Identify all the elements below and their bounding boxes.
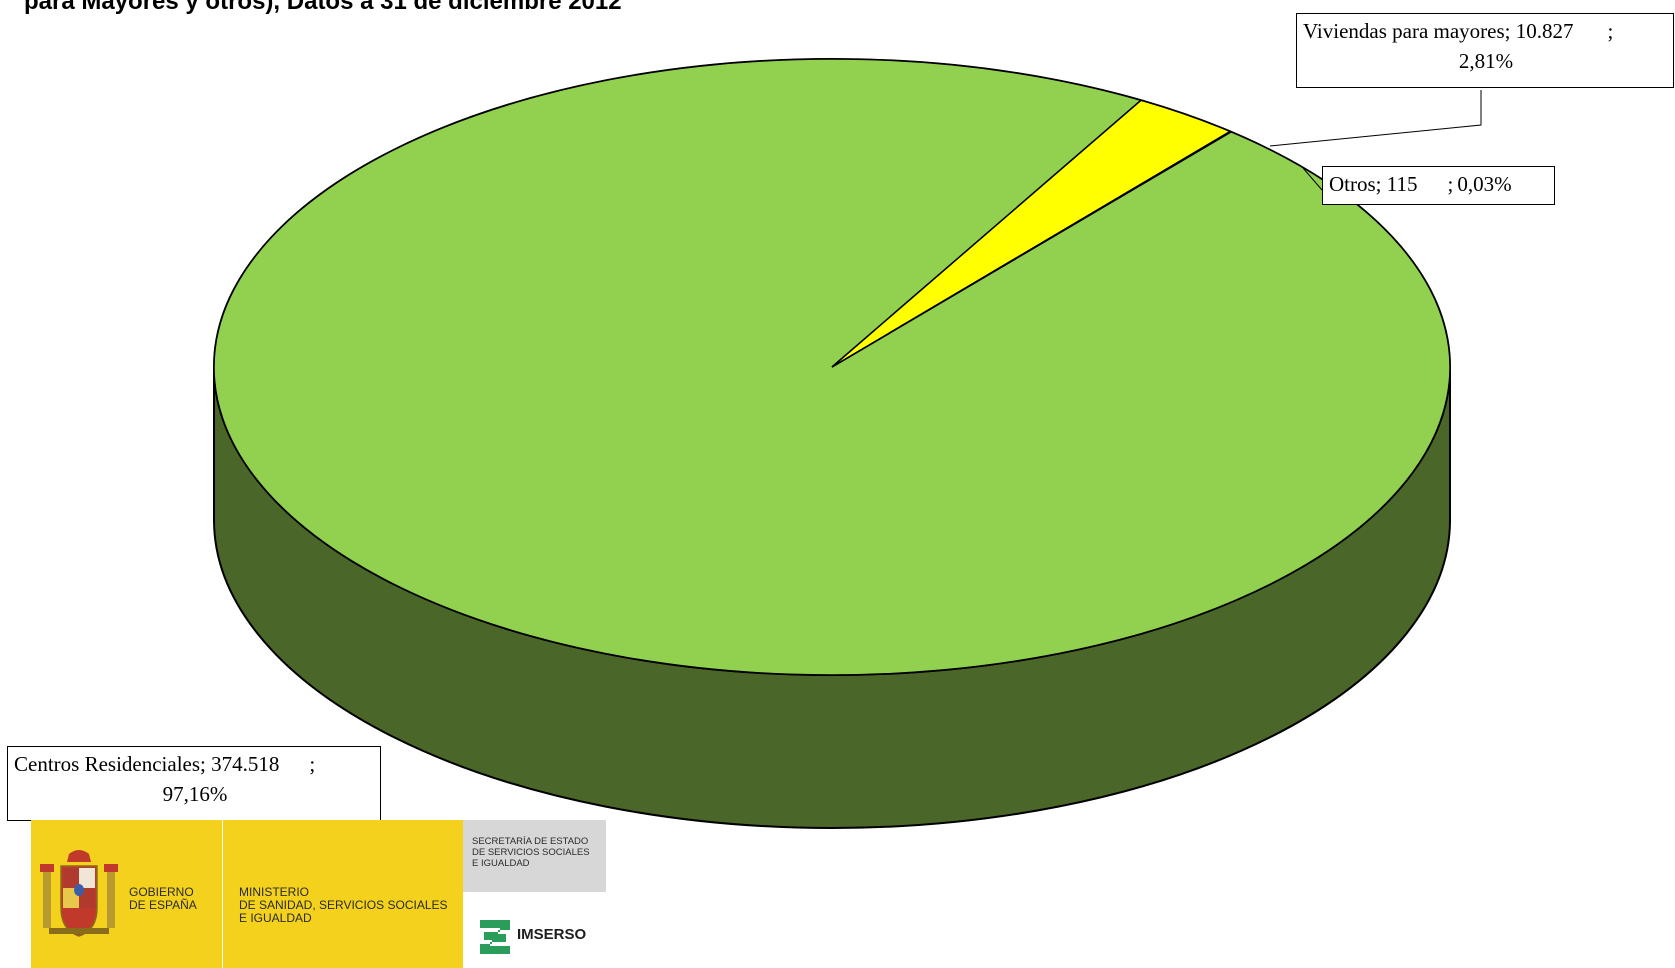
label-separator: ; [200, 752, 212, 776]
logo-gray-panel [463, 820, 606, 892]
leader-line-viviendas [1269, 90, 1482, 147]
label-separator: ; [1447, 172, 1454, 196]
label-separator: ; [1607, 19, 1614, 43]
coat-of-arms-icon [40, 850, 118, 937]
leader-line-otros [1302, 167, 1323, 191]
label-separator: ; [1504, 19, 1516, 43]
imserso-logo-icon [480, 920, 510, 954]
slice-value: 115 [1386, 172, 1418, 196]
data-label-otros: Otros; 115; 0,03% [1322, 166, 1555, 205]
logo-ministerio-text: MINISTERIO DE SANIDAD, SERVICIOS SOCIALE… [239, 885, 448, 925]
slice-value: 374.518 [211, 752, 280, 776]
logo-secretaria-text: SECRETARÍA DE ESTADO DE SERVICIOS SOCIAL… [472, 836, 590, 869]
slice-percent: 97,16% [162, 782, 228, 806]
slice-percent: 2,81% [1458, 49, 1514, 73]
logo-gobierno-text: GOBIERNO DE ESPAÑA [129, 885, 197, 912]
slice-name: Otros [1329, 172, 1376, 196]
slice-name: Centros Residenciales [14, 752, 201, 776]
logo-divider [222, 820, 223, 968]
chart-title: para Mayores y otros), Datos a 31 de dic… [24, 0, 622, 15]
pie-slice-otros [831, 130, 1233, 368]
data-label-viviendas: Viviendas para mayores; 10.827; 2,81% [1296, 13, 1674, 88]
label-separator: ; [309, 752, 316, 776]
slice-value: 10.827 [1515, 19, 1574, 43]
data-label-centros-residenciales: Centros Residenciales; 374.518; 97,16% [7, 746, 381, 821]
logo-yellow-panel [31, 820, 463, 968]
government-logo-banner: GOBIERNO DE ESPAÑA MINISTERIO DE SANIDAD… [31, 820, 606, 968]
logo-white-panel [463, 892, 606, 968]
label-separator: ; [1375, 172, 1387, 196]
slice-percent: 0,03% [1457, 172, 1512, 196]
logo-imserso-text: IMSERSO [517, 926, 587, 943]
slice-name: Viviendas para mayores [1303, 19, 1505, 43]
